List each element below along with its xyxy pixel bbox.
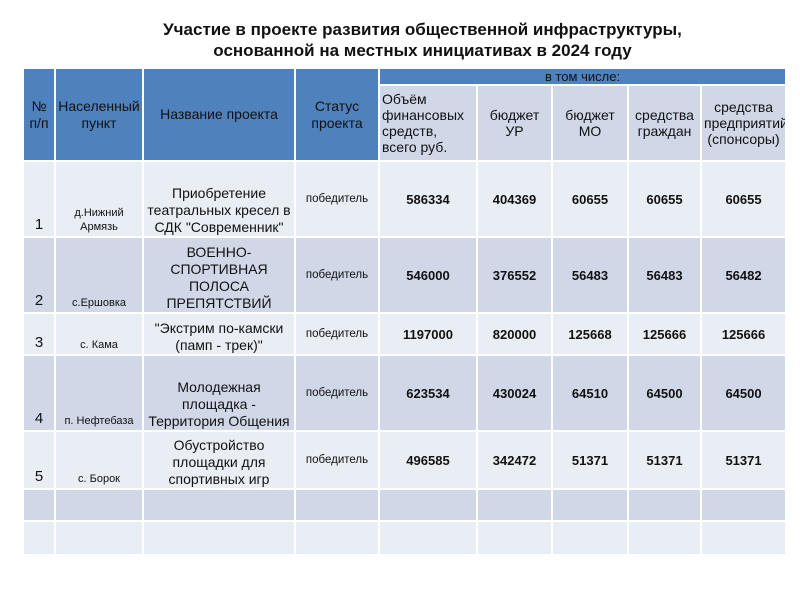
header-citizens: средства граждан <box>627 84 702 162</box>
table-row: 5 с. Борок Обустройство площадки для спорт… <box>22 430 788 490</box>
cell-project: "Экстрим по-камски (памп - трек)" <box>142 312 296 356</box>
header-status: Статус проекта <box>294 67 380 162</box>
cell-ur: 376552 <box>476 236 553 314</box>
cell-mo: 125668 <box>551 312 629 356</box>
header-sponsors: средства предприятий (спонсоры) <box>699 84 788 162</box>
cell-ur: 820000 <box>476 312 553 356</box>
cell-sponsors: 60655 <box>699 160 788 238</box>
cell-project: Обустройство площадки для спортивных игр <box>142 430 296 490</box>
page-title: Участие в проекте развития общественной … <box>0 19 800 61</box>
cell-place: п. Нефтебаза <box>54 354 144 432</box>
cell-sponsors: 56482 <box>699 236 788 314</box>
table-row: 1 д.Нижний Армязь Приобретение театральных… <box>22 160 788 238</box>
cell-mo: 56483 <box>551 236 629 314</box>
cell-sponsors: 51371 <box>699 430 788 490</box>
cell-citizens: 64500 <box>627 354 702 432</box>
header-row-top: № п/п Населенный пункт Название проекта … <box>22 67 788 162</box>
cell-status: победитель <box>294 160 380 238</box>
header-row-sub: Объём финансовых средств, всего руб. бюд… <box>23 84 788 162</box>
header-budget-ur: бюджет УР <box>476 84 553 162</box>
cell-mo: 51371 <box>551 430 629 490</box>
header-num: № п/п <box>22 67 56 162</box>
cell-ur: 430024 <box>476 354 553 432</box>
empty-row <box>22 520 788 556</box>
cell-citizens: 51371 <box>627 430 702 490</box>
cell-num: 1 <box>22 160 56 238</box>
cell-citizens: 125666 <box>627 312 702 356</box>
cell-ur: 342472 <box>476 430 553 490</box>
cell-sponsors: 64500 <box>699 354 788 432</box>
projects-table: № п/п Населенный пункт Название проекта … <box>22 67 788 556</box>
cell-total: 1197000 <box>378 312 478 356</box>
header-place: Населенный пункт <box>54 67 144 162</box>
cell-project: Молодежная площадка - Территория Общения <box>142 354 296 432</box>
cell-sponsors: 125666 <box>699 312 788 356</box>
cell-place: д.Нижний Армязь <box>54 160 144 238</box>
header-project: Название проекта <box>142 67 296 162</box>
cell-num: 2 <box>22 236 56 314</box>
title-line-2: основанной на местных инициативах в 2024… <box>213 41 632 60</box>
cell-num: 3 <box>22 312 56 356</box>
header-budget-mo: бюджет МО <box>551 84 629 162</box>
cell-status: победитель <box>294 354 380 432</box>
cell-total: 586334 <box>378 160 478 238</box>
cell-status: победитель <box>294 312 380 356</box>
table-row: 2 с.Ершовка ВОЕННО-СПОРТИВНАЯ ПОЛОСА ПРЕПЯ… <box>22 236 788 314</box>
cell-citizens: 56483 <box>627 236 702 314</box>
cell-status: победитель <box>294 236 380 314</box>
cell-total: 496585 <box>378 430 478 490</box>
cell-mo: 60655 <box>551 160 629 238</box>
title-line-1: Участие в проекте развития общественной … <box>163 20 682 39</box>
cell-place: с. Борок <box>54 430 144 490</box>
cell-place: с.Ершовка <box>54 236 144 314</box>
cell-ur: 404369 <box>476 160 553 238</box>
cell-status: победитель <box>294 430 380 490</box>
empty-row <box>22 488 788 522</box>
table-row: 3 с. Кама "Экстрим по-камски (памп - трек)… <box>22 312 788 356</box>
header-including: в том числе: <box>377 67 788 86</box>
cell-total: 546000 <box>378 236 478 314</box>
cell-project: ВОЕННО-СПОРТИВНАЯ ПОЛОСА ПРЕПЯТСТВИЙ <box>142 236 296 314</box>
cell-place: с. Кама <box>54 312 144 356</box>
cell-total: 623534 <box>378 354 478 432</box>
cell-num: 4 <box>22 354 56 432</box>
cell-num: 5 <box>22 430 56 490</box>
cell-project: Приобретение театральных кресел в СДК "С… <box>142 160 296 238</box>
cell-mo: 64510 <box>551 354 629 432</box>
table-row: 4 п. Нефтебаза Молодежная площадка - Терри… <box>22 354 788 432</box>
cell-citizens: 60655 <box>627 160 702 238</box>
header-total: Объём финансовых средств, всего руб. <box>378 84 478 162</box>
